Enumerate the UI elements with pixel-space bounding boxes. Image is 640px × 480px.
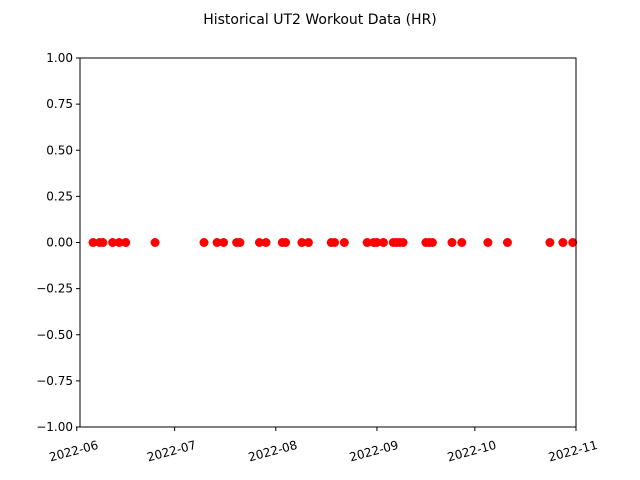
data-point [108, 238, 118, 247]
y-tick-label: 0.00 [46, 236, 73, 250]
data-point [457, 238, 467, 247]
y-tick-label: 1.00 [46, 51, 73, 65]
data-point [281, 238, 291, 247]
data-point [88, 238, 98, 247]
data-point [558, 238, 568, 247]
data-point [378, 238, 388, 247]
data-point [483, 238, 493, 247]
chart-title: Historical UT2 Workout Data (HR) [203, 12, 437, 28]
data-point [339, 238, 349, 247]
x-axis: 2022-06 2022-07 2022-08 2022-09 2022-10 2022-… [48, 427, 599, 464]
x-tick-label: 2022-06 [48, 438, 100, 465]
x-tick-label: 2022-09 [348, 438, 400, 465]
data-point [150, 238, 160, 247]
y-tick-label: −0.50 [36, 328, 73, 342]
data-point [254, 238, 264, 247]
data-point [235, 238, 245, 247]
y-tick-label: −1.00 [36, 420, 73, 434]
data-point [502, 238, 512, 247]
data-point [114, 238, 124, 247]
x-tick-label: 2022-07 [146, 438, 198, 465]
x-tick-label: 2022-11 [547, 438, 599, 465]
data-point [212, 238, 222, 247]
data-point [297, 238, 307, 247]
data-point [199, 238, 209, 247]
y-tick-label: 0.50 [46, 143, 73, 157]
data-points [88, 238, 578, 247]
y-tick-label: 0.75 [46, 97, 73, 111]
data-point [568, 238, 578, 247]
data-point [545, 238, 555, 247]
y-tick-label: 0.25 [46, 189, 73, 203]
data-point [447, 238, 457, 247]
data-point [362, 238, 372, 247]
data-point [219, 238, 229, 247]
plot-area-frame [79, 57, 577, 428]
data-point [427, 238, 437, 247]
data-point [98, 238, 108, 247]
data-point [121, 238, 131, 247]
data-point [398, 238, 408, 247]
y-axis: 1.00 0.75 0.50 0.25 0.00 −0.25 −0.50 −0.75 −1.00 [36, 51, 80, 434]
data-point [261, 238, 271, 247]
y-tick-label: −0.75 [36, 374, 73, 388]
y-tick-label: −0.25 [36, 282, 73, 296]
data-point [372, 238, 382, 247]
data-point [330, 238, 340, 247]
data-point [303, 238, 313, 247]
x-tick-label: 2022-08 [247, 438, 299, 465]
x-tick-label: 2022-10 [446, 438, 498, 465]
